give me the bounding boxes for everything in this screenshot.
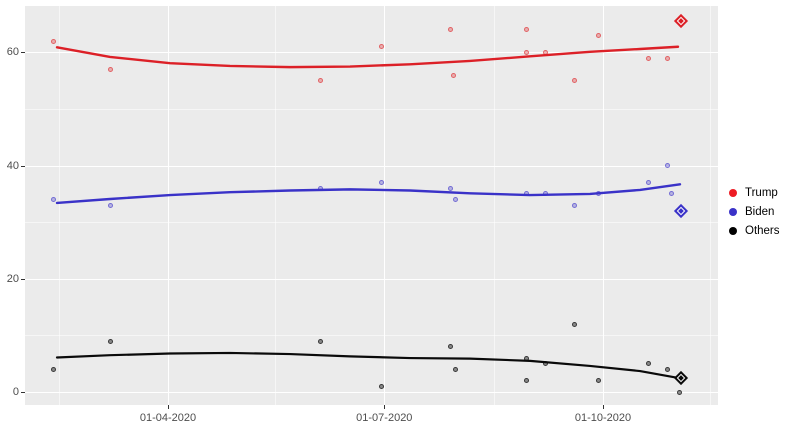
- scatter-point-biden: [453, 197, 459, 203]
- y-axis-tick-label: 60: [6, 46, 19, 59]
- scatter-point-biden: [664, 163, 670, 169]
- scatter-point-trump: [448, 27, 454, 33]
- legend-label-biden: Biden: [745, 205, 775, 218]
- scatter-point-trump: [524, 27, 530, 33]
- scatter-point-trump: [51, 38, 57, 44]
- result-diamond-inner: [677, 374, 686, 383]
- scatter-point-others: [664, 366, 670, 372]
- scatter-point-others: [676, 389, 682, 395]
- legend-dot-biden: [729, 207, 737, 216]
- h-gridline-major: [25, 52, 718, 54]
- scatter-point-others: [108, 338, 114, 344]
- scatter-point-biden: [595, 191, 601, 197]
- scatter-point-others: [595, 378, 601, 384]
- y-axis-tick: [21, 278, 25, 280]
- x-axis-tick-label: 01-10-2020: [574, 412, 632, 424]
- scatter-point-trump: [543, 49, 549, 55]
- scatter-point-others: [317, 338, 323, 344]
- legend-item-others: Others: [729, 221, 780, 240]
- y-axis-tick-label: 20: [6, 272, 19, 285]
- scatter-point-others: [379, 383, 385, 389]
- h-gridline-major: [25, 278, 718, 280]
- y-axis-tick-label: 40: [6, 159, 19, 172]
- legend: Trump Biden Others: [729, 183, 780, 240]
- legend-label-trump: Trump: [745, 186, 778, 199]
- scatter-point-trump: [571, 78, 577, 84]
- scatter-point-biden: [51, 197, 57, 203]
- scatter-point-trump: [664, 55, 670, 61]
- v-gridline-major: [602, 6, 605, 405]
- scatter-point-others: [51, 366, 57, 372]
- legend-item-biden: Biden: [729, 202, 780, 221]
- scatter-point-biden: [448, 185, 454, 191]
- scatter-point-trump: [645, 55, 651, 61]
- scatter-point-others: [448, 344, 454, 350]
- v-gridline-major: [384, 6, 386, 405]
- x-axis-tick: [168, 405, 169, 409]
- scatter-point-biden: [317, 185, 323, 191]
- y-axis-tick: [21, 52, 25, 54]
- legend-label-others: Others: [745, 224, 780, 237]
- scatter-point-trump: [524, 49, 530, 55]
- scatter-point-others: [571, 321, 577, 327]
- v-gridline-minor: [274, 6, 277, 405]
- result-diamond-inner: [677, 206, 686, 216]
- x-axis-tick-label: 01-04-2020: [139, 412, 197, 424]
- scatter-point-trump: [108, 66, 114, 72]
- scatter-point-biden: [669, 191, 675, 197]
- legend-dot-others: [729, 226, 737, 235]
- scatter-point-others: [543, 361, 549, 367]
- scatter-point-trump: [450, 72, 456, 78]
- plot-panel: [25, 6, 718, 405]
- scatter-point-others: [453, 366, 459, 372]
- legend-item-trump: Trump: [729, 183, 780, 202]
- v-gridline-minor: [493, 6, 495, 405]
- scatter-point-biden: [524, 191, 530, 197]
- v-gridline-minor: [58, 6, 60, 405]
- h-gridline-major: [25, 165, 718, 167]
- h-gridline-minor: [25, 109, 718, 111]
- h-gridline-minor: [25, 222, 718, 224]
- v-gridline-minor: [709, 6, 712, 405]
- scatter-point-biden: [571, 202, 577, 208]
- y-axis-tick: [21, 392, 25, 393]
- h-gridline-major: [25, 392, 718, 394]
- scatter-point-biden: [108, 202, 114, 208]
- scatter-point-others: [645, 361, 651, 367]
- y-axis-tick-label: 0: [12, 386, 19, 398]
- legend-dot-trump: [729, 188, 737, 197]
- scatter-point-others: [524, 355, 530, 361]
- x-axis-tick: [384, 405, 386, 409]
- x-axis-tick-label: 01-07-2020: [356, 412, 413, 424]
- v-gridline-major: [168, 6, 170, 405]
- scatter-point-biden: [645, 180, 651, 186]
- scatter-point-trump: [317, 78, 323, 84]
- result-diamond-inner: [677, 17, 686, 26]
- y-axis-tick: [21, 165, 25, 167]
- scatter-point-others: [524, 378, 530, 384]
- scatter-point-trump: [595, 32, 601, 38]
- h-gridline-minor: [25, 335, 718, 337]
- scatter-point-biden: [543, 191, 549, 197]
- x-axis-tick: [602, 405, 604, 409]
